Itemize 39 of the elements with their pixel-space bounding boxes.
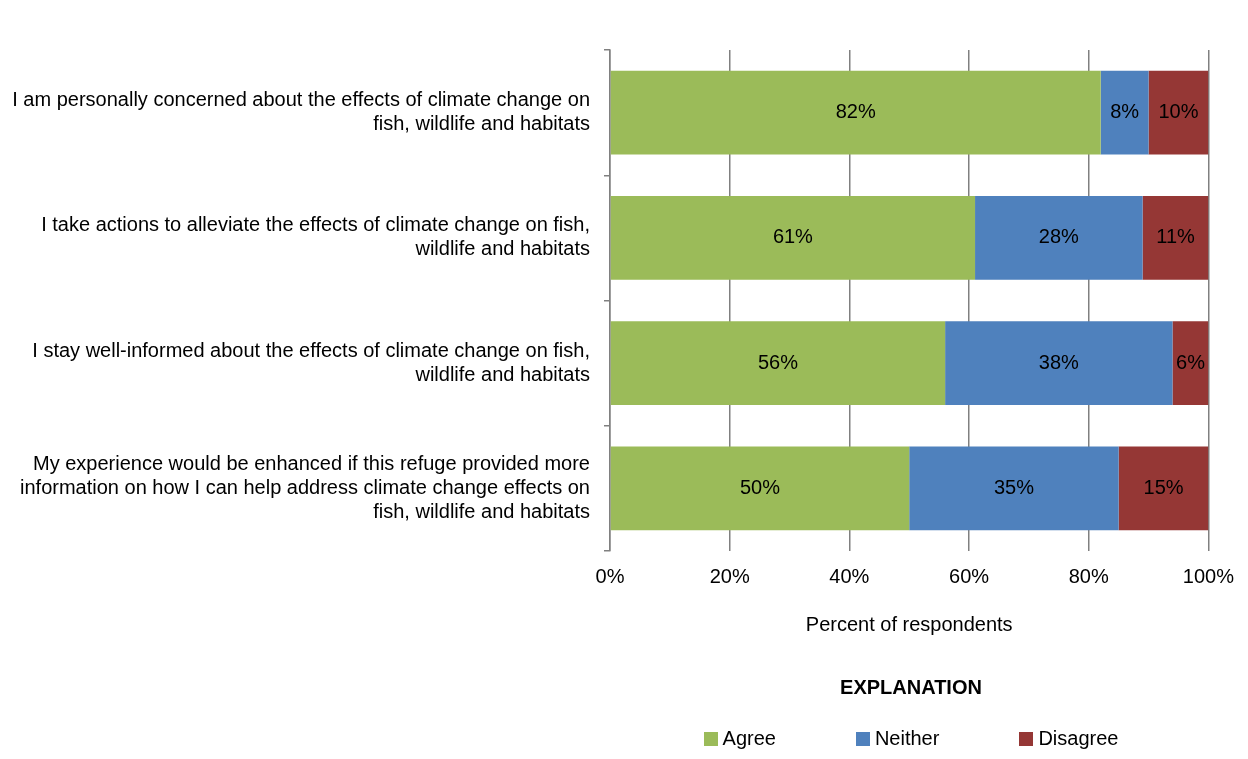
bar: [1148, 70, 1209, 155]
data-label: 35%: [993, 475, 1035, 498]
bar: [610, 321, 946, 406]
legend-label: Agree: [722, 727, 776, 750]
bar: [1172, 321, 1209, 406]
legend-label: Disagree: [1038, 727, 1119, 750]
bar: [1100, 70, 1149, 155]
x-tick-label: 100%: [1182, 564, 1235, 587]
data-label: 15%: [1143, 475, 1184, 498]
bar: [610, 70, 1101, 155]
data-label: 28%: [1038, 225, 1080, 248]
data-label: 6%: [1176, 350, 1206, 373]
data-label: 38%: [1038, 350, 1080, 373]
data-label: 8%: [1110, 100, 1140, 123]
bar: [610, 446, 910, 531]
data-label: 82%: [835, 100, 876, 123]
data-label: 56%: [757, 350, 799, 373]
x-tick-label: 40%: [829, 564, 870, 587]
y-tick-label: My experience would be enhanced if this refuge provided more information on how I can help address climate change effects on fish, wildlife and habitats: [20, 451, 590, 522]
x-tick-label: 80%: [1068, 564, 1109, 587]
bar: [975, 195, 1143, 280]
data-label: 61%: [772, 225, 814, 248]
y-tick-label: I take actions to alleviate the effects of climate change on fish, wildlife and habitats: [41, 213, 590, 260]
bar: [945, 321, 1173, 406]
x-tick-label: 20%: [709, 564, 750, 587]
y-tick-label: I stay well-informed about the effects of climate change on fish, wildlife and habitats: [32, 338, 590, 385]
x-axis-title: Percent of respondents: [805, 612, 1013, 635]
legend-label: Neither: [874, 727, 940, 750]
bar: [1118, 446, 1209, 531]
data-label: 11%: [1156, 225, 1195, 248]
x-tick-label: 60%: [949, 564, 990, 587]
bar: [909, 446, 1119, 531]
bar: [1142, 195, 1209, 280]
bar: [610, 195, 976, 280]
legend-title: EXPLANATION: [839, 676, 983, 699]
data-label: 50%: [739, 475, 781, 498]
x-tick-label: 0%: [595, 564, 625, 587]
y-tick-label: I am personally concerned about the effects of climate change on fish, wildlife and habitats: [12, 88, 590, 135]
data-label: 10%: [1158, 100, 1199, 123]
